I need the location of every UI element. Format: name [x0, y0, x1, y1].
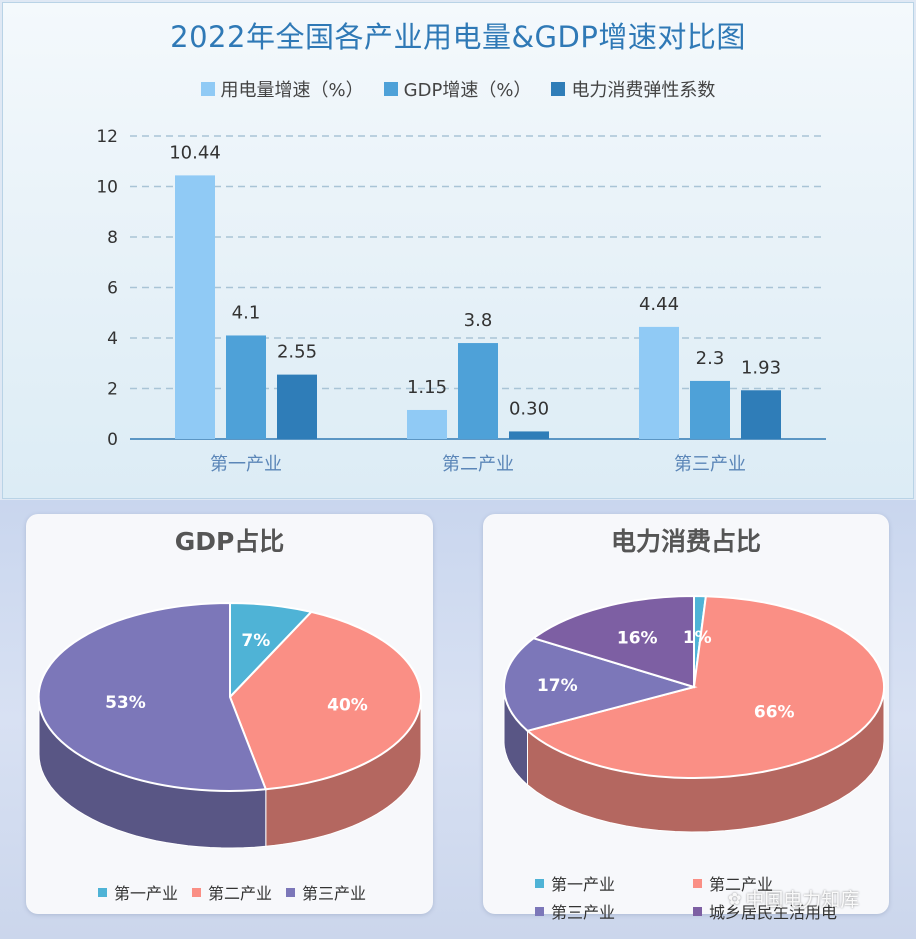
bar [226, 335, 266, 439]
y-tick-label: 12 [96, 127, 118, 147]
legend-label: 第一产业 [551, 875, 616, 894]
bar-chart-title: 2022年全国各产业用电量&GDP增速对比图 [170, 20, 746, 54]
gdp-pie-legend: 第一产业 第二产业 第三产业 [98, 880, 366, 904]
legend-label: 用电量增速（%） [220, 80, 364, 101]
y-tick-label: 6 [107, 279, 118, 299]
power-share-card: 电力消费占比 第一产业 第二产业 第三产业 城乡居民生活用电 [483, 514, 889, 922]
legend-item: 第三产业 [286, 880, 366, 904]
bar [277, 374, 317, 439]
data-label: 2.3 [696, 348, 725, 369]
power-pie-legend: 第一产业 第二产业 第三产业 城乡居民生活用电 [535, 871, 873, 923]
bar [407, 409, 447, 439]
data-label: 10.44 [169, 142, 221, 163]
y-tick-label: 4 [107, 329, 118, 349]
legend-swatch [693, 878, 702, 888]
data-label: 4.1 [232, 302, 261, 323]
y-tick-label: 10 [96, 178, 118, 198]
legend-label: GDP增速（%） [403, 80, 532, 101]
y-tick-label: 8 [107, 228, 118, 248]
legend-swatch [383, 82, 398, 96]
wechat-icon: ✿ [728, 889, 742, 908]
x-category-label: 第一产业 [210, 454, 282, 475]
bar [741, 390, 781, 439]
gdp-share-card: GDP占比 第一产业 第二产业 第三产业 [26, 514, 433, 914]
data-label: 1.15 [407, 377, 447, 398]
legend-item-power-growth: 用电量增速（%） [200, 76, 364, 102]
data-label: 4.44 [639, 294, 679, 315]
data-label: 3.8 [464, 310, 493, 331]
legend-swatch [535, 878, 544, 888]
legend-swatch [200, 82, 215, 96]
legend-label: 电力消费弹性系数 [571, 80, 716, 101]
watermark: ✿ 中国电力知库 [728, 885, 859, 912]
data-label: 0.30 [509, 398, 549, 419]
bar [509, 431, 549, 439]
bar [458, 343, 498, 439]
legend-item-elasticity: 电力消费弹性系数 [551, 76, 715, 102]
bar-chart: 0 2 4 6 8 10 12 10.44 4.1 2.55 第一产业 1.15 3.8 0.30 第二产业… [96, 127, 826, 475]
legend-swatch [535, 906, 544, 916]
watermark-text: 中国电力知库 [745, 889, 860, 911]
legend-swatch [286, 887, 296, 897]
power-pie-title: 电力消费占比 [610, 527, 761, 556]
gdp-pie-title: GDP占比 [174, 527, 285, 556]
legend-swatch [551, 82, 566, 96]
bar [639, 326, 679, 439]
x-category-label: 第二产业 [442, 454, 514, 475]
bar [690, 380, 730, 439]
legend-swatch [98, 887, 107, 897]
bar [175, 175, 215, 439]
legend-label: 第三产业 [302, 884, 367, 903]
x-category-label: 第三产业 [674, 454, 746, 475]
data-label: 2.55 [277, 342, 317, 363]
legend-label: 城乡居民生活用电 [709, 903, 838, 922]
legend-label: 第一产业 [114, 884, 179, 903]
legend-item-gdp-growth: GDP增速（%） [383, 76, 532, 102]
legend-item: 第二产业 [693, 871, 873, 895]
data-label: 1.93 [741, 357, 781, 378]
legend-item: 第三产业 [535, 899, 693, 923]
y-tick-label: 0 [107, 430, 118, 450]
legend-label: 第二产业 [208, 884, 273, 903]
legend-item: 城乡居民生活用电 [693, 899, 873, 923]
legend-label: 第二产业 [709, 875, 774, 894]
legend-item: 第一产业 [535, 871, 693, 895]
legend-item: 第一产业 [98, 880, 178, 904]
legend-item: 第二产业 [192, 880, 272, 904]
bar-chart-legend: 用电量增速（%） GDP增速（%） 电力消费弹性系数 [0, 76, 916, 102]
legend-swatch [693, 906, 702, 916]
legend-swatch [192, 887, 202, 897]
legend-label: 第三产业 [551, 903, 616, 922]
y-tick-label: 2 [107, 380, 118, 400]
